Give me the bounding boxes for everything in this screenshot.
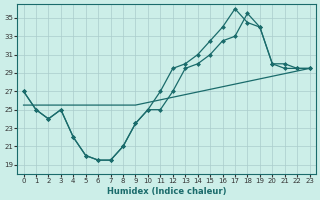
X-axis label: Humidex (Indice chaleur): Humidex (Indice chaleur)	[107, 187, 226, 196]
